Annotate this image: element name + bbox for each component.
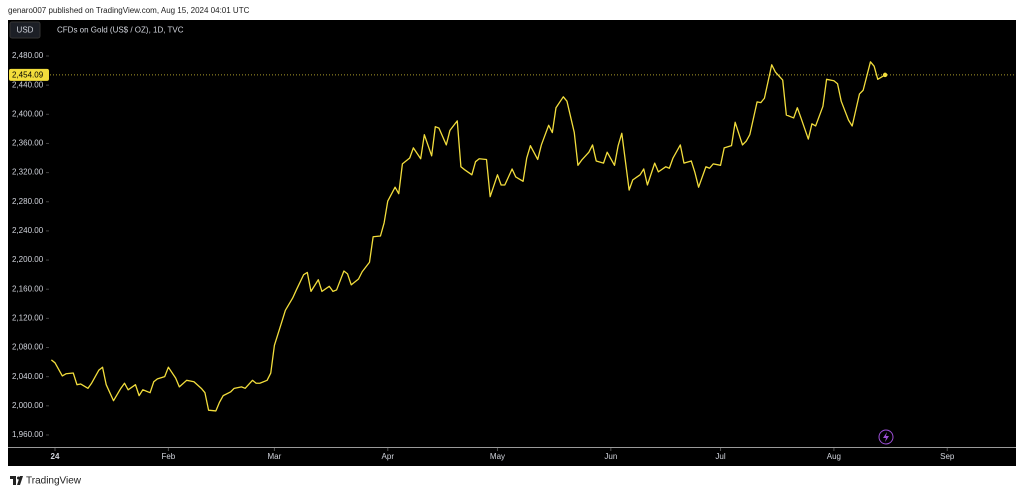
last-point (882, 72, 888, 78)
price-line (50, 61, 886, 412)
footer-logo (10, 476, 23, 485)
y-tick-label: 2,240.00 (12, 226, 44, 235)
x-tick-label: Apr (382, 452, 395, 461)
byline: genaro007 published on TradingView.com, … (8, 6, 250, 15)
chart-title: CFDs on Gold (US$ / OZ), 1D, TVC (57, 26, 184, 35)
x-tick-label: Sep (940, 452, 955, 461)
x-tick-label: Aug (827, 452, 841, 461)
y-tick-label: 2,040.00 (12, 372, 44, 381)
x-tick-label: Feb (161, 452, 175, 461)
x-tick-label: Mar (268, 452, 282, 461)
y-tick-label: 2,480.00 (12, 51, 44, 60)
y-tick-label: 2,440.00 (12, 80, 44, 89)
x-tick-label: May (490, 452, 505, 461)
last-price-box (9, 68, 49, 81)
x-tick-label: Jun (604, 452, 617, 461)
x-tick-label: 24 (51, 452, 60, 461)
footer-brand: TradingView (26, 476, 82, 487)
y-tick-label: 2,280.00 (12, 197, 44, 206)
y-tick-label: 2,160.00 (12, 284, 44, 293)
last-price-label: 2,454.09 (12, 70, 44, 79)
y-tick-label: 2,200.00 (12, 255, 44, 264)
y-tick-label: 1,960.00 (12, 430, 44, 439)
y-tick-label: 2,360.00 (12, 139, 44, 148)
x-tick-label: Jul (715, 452, 725, 461)
currency-box (9, 21, 41, 39)
y-tick-label: 2,000.00 (12, 401, 44, 410)
currency: USD (17, 26, 34, 35)
alert-icon-bolt (883, 432, 889, 442)
y-tick-label: 2,400.00 (12, 109, 44, 118)
y-tick-label: 2,120.00 (12, 313, 44, 322)
y-tick-label: 2,320.00 (12, 168, 44, 177)
chart-background (8, 20, 1016, 466)
y-tick-label: 2,080.00 (12, 343, 44, 352)
alert-icon (878, 429, 894, 445)
